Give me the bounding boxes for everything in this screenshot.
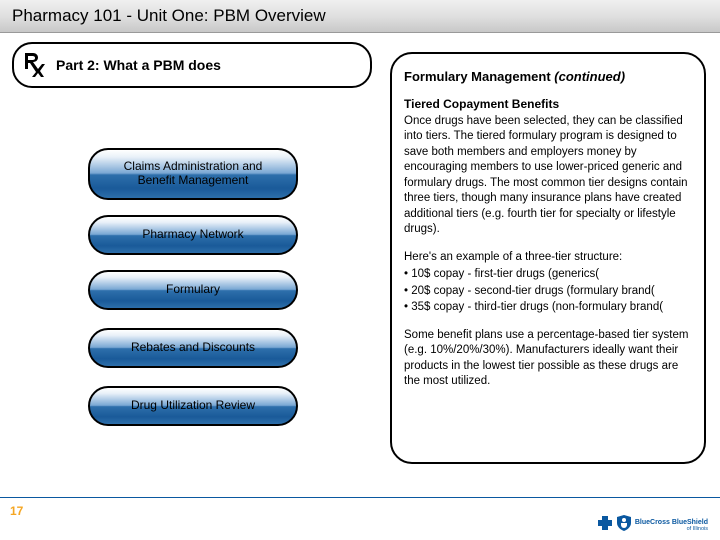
panel-heading-suffix: (continued) — [554, 69, 625, 84]
tier-bullets: • 10$ copay - first-tier drugs (generics… — [404, 267, 692, 316]
topic-pill-0[interactable]: Claims Administration and Benefit Manage… — [88, 148, 298, 200]
part-label: Part 2: What a PBM does — [56, 57, 221, 73]
bullet-1: • 10$ copay - first-tier drugs (generics… — [404, 267, 692, 283]
brand-logo: BlueCross BlueShield of Illinois — [597, 515, 708, 536]
cross-icon — [597, 515, 613, 536]
panel-para-2: Some benefit plans use a percentage-base… — [404, 328, 692, 390]
brand-sub: of Illinois — [635, 526, 708, 532]
topic-pill-2[interactable]: Formulary — [88, 270, 298, 310]
topic-pill-1[interactable]: Pharmacy Network — [88, 215, 298, 255]
content-panel: Formulary Management (continued) Tiered … — [390, 52, 706, 464]
panel-heading-main: Formulary Management — [404, 69, 551, 84]
bullet-3: • 35$ copay - third-tier drugs (non-form… — [404, 300, 692, 316]
topic-pill-4[interactable]: Drug Utilization Review — [88, 386, 298, 426]
panel-subheading: Tiered Copayment Benefits — [404, 96, 692, 112]
page-number: 17 — [10, 504, 23, 518]
part-header: Part 2: What a PBM does — [12, 42, 372, 88]
shield-icon — [617, 515, 631, 536]
topic-pill-3[interactable]: Rebates and Discounts — [88, 328, 298, 368]
page-title-bar: Pharmacy 101 - Unit One: PBM Overview — [0, 0, 720, 33]
rx-icon — [18, 48, 52, 82]
bullet-2: • 20$ copay - second-tier drugs (formula… — [404, 284, 692, 300]
panel-para-1: Once drugs have been selected, they can … — [404, 114, 692, 238]
panel-heading: Formulary Management (continued) — [404, 68, 692, 86]
example-intro: Here's an example of a three-tier struct… — [404, 250, 692, 266]
footer-rule — [0, 497, 720, 498]
page-title: Pharmacy 101 - Unit One: PBM Overview — [12, 6, 326, 25]
brand-name: BlueCross BlueShield — [635, 519, 708, 527]
